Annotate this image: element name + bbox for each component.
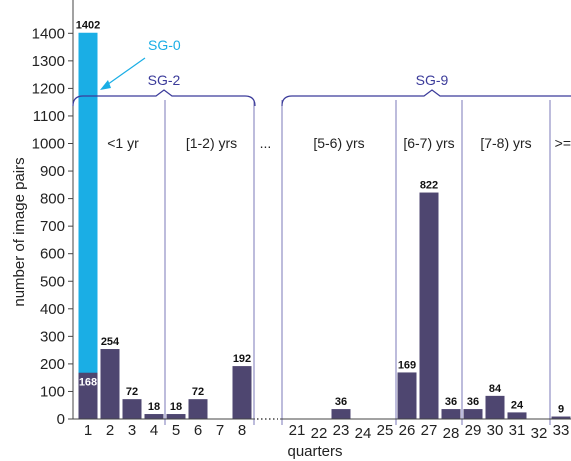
sg0-label: SG-0 <box>148 37 181 53</box>
axis-break-label: ... <box>260 135 272 151</box>
x-tick-label: 22 <box>311 425 328 442</box>
x-tick-label: 33 <box>553 422 570 439</box>
data-label: 254 <box>101 336 120 348</box>
sg0-arrow-line <box>103 57 146 88</box>
bar <box>397 372 417 419</box>
sg9-bracket <box>281 89 571 107</box>
sg0-arrow-head <box>100 80 111 90</box>
data-label: 192 <box>233 353 251 365</box>
x-tick-label: 25 <box>377 422 394 439</box>
x-tick-label: 24 <box>355 425 372 442</box>
x-tick-label: 26 <box>399 422 416 439</box>
bar <box>441 409 461 419</box>
y-tick-label: 1100 <box>33 108 65 125</box>
x-tick-label: 3 <box>128 422 136 439</box>
bar <box>166 414 186 419</box>
y-tick-label: 1400 <box>32 25 65 42</box>
period-label: >=8 yrs <box>555 135 571 151</box>
bar <box>122 399 142 419</box>
sg2-label: SG-2 <box>148 72 181 88</box>
y-tick-label: 1300 <box>32 53 65 70</box>
y-tick-label: 900 <box>40 163 65 180</box>
group-brackets: SG-2 SG-9 SG-0 <box>72 37 571 107</box>
bar <box>188 399 208 419</box>
y-tick-label: 100 <box>40 383 65 400</box>
x-tick-label: 31 <box>509 422 526 439</box>
x-tick-label: 7 <box>216 422 224 439</box>
period-label: [1-2) yrs <box>186 135 237 151</box>
data-label: 72 <box>192 386 204 398</box>
data-label: 18 <box>148 401 160 413</box>
x-tick-label: 4 <box>150 422 158 439</box>
x-tick-label: 1 <box>84 422 92 439</box>
y-tick-label: 800 <box>40 191 65 208</box>
y-tick-label: 1200 <box>32 80 65 97</box>
x-tick-label: 8 <box>238 422 246 439</box>
axes: 0 100 200 300 400 500 600 700 800 900 1000 1100 1200… <box>32 0 571 442</box>
bar <box>463 409 483 419</box>
y-tick-label: 200 <box>40 356 65 373</box>
period-label: [7-8) yrs <box>480 135 531 151</box>
y-tick-label: 0 <box>57 411 65 428</box>
bar <box>100 349 120 419</box>
y-tick-label: 300 <box>40 328 65 345</box>
y-tick-label: 600 <box>40 246 65 263</box>
data-label: 18 <box>170 401 182 413</box>
x-tick-label: 5 <box>172 422 180 439</box>
y-axis-title: number of image pairs <box>11 157 28 306</box>
sg2-bracket <box>72 89 256 107</box>
data-label: 9 <box>558 404 564 416</box>
x-tick-label: 21 <box>289 422 306 439</box>
x-axis-title: quarters <box>287 443 342 460</box>
data-label: 72 <box>126 386 138 398</box>
bar <box>419 192 439 419</box>
period-label: [6-7) yrs <box>403 135 454 151</box>
bar <box>232 366 252 419</box>
period-dividers <box>164 100 551 425</box>
bar <box>144 414 164 419</box>
x-tick-label: 29 <box>465 422 482 439</box>
period-label: <1 yr <box>107 135 139 151</box>
data-label: 168 <box>79 377 97 389</box>
bar <box>507 412 527 419</box>
data-label: 36 <box>445 396 457 408</box>
x-tick-label: 23 <box>333 422 350 439</box>
data-label: 822 <box>420 180 438 192</box>
bar <box>331 409 351 419</box>
labels: 1402 168 254 72 18 18 72 192 36 169 822 36 36 84 24 9..… <box>76 20 571 416</box>
y-tick-label: 500 <box>40 273 65 290</box>
sg9-label: SG-9 <box>416 72 449 88</box>
data-label: 24 <box>511 399 524 411</box>
y-tick-label: 1000 <box>32 136 65 153</box>
x-tick-label: 6 <box>194 422 202 439</box>
bars <box>78 32 571 420</box>
data-label: 84 <box>489 383 502 395</box>
y-tick-label: 400 <box>40 301 65 318</box>
bar-highlight <box>78 32 98 420</box>
x-tick-label: 32 <box>531 425 548 442</box>
period-label: [5-6) yrs <box>313 135 364 151</box>
bar <box>551 416 571 419</box>
data-label: 36 <box>335 396 347 408</box>
x-tick-label: 28 <box>443 425 460 442</box>
x-tick-label: 27 <box>421 422 438 439</box>
x-tick-label: 2 <box>106 422 114 439</box>
data-label: 36 <box>467 396 479 408</box>
y-tick-label: 700 <box>40 218 65 235</box>
data-label: 1402 <box>76 20 100 32</box>
x-tick-label: 30 <box>487 422 504 439</box>
bar <box>78 372 98 419</box>
bar <box>485 395 505 419</box>
data-label: 169 <box>398 359 416 371</box>
